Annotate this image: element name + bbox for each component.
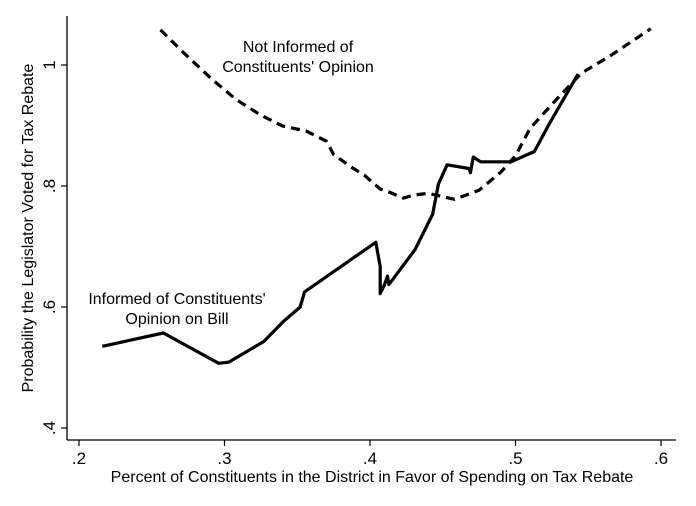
y-tick-label: 1	[40, 60, 59, 69]
x-tick-label: .2	[72, 449, 86, 468]
annotation-informed-line-1: Informed of Constituents'	[88, 291, 265, 308]
x-tick-label: .4	[363, 449, 377, 468]
y-tick-label: .6	[40, 300, 59, 314]
y-tick-label: .4	[40, 421, 59, 435]
x-tick-label: .3	[217, 449, 231, 468]
annotation-not-informed-line-2: Constituents' Opinion	[222, 59, 374, 76]
annotation-informed-line-2: Opinion on Bill	[125, 311, 228, 328]
y-tick-label: .8	[40, 179, 59, 193]
x-axis-ticks: .2 .3 .4 .5 .6	[72, 440, 668, 468]
x-tick-label: .5	[508, 449, 522, 468]
y-axis-ticks: .4 .6 .8 1	[40, 60, 67, 435]
y-axis-label: Probability the Legislator Voted for Tax…	[20, 64, 37, 393]
not-informed-series-line	[159, 27, 652, 201]
x-axis-label: Percent of Constituents in the District …	[111, 469, 634, 486]
annotation-not-informed-line-1: Not Informed of	[243, 39, 354, 56]
x-tick-label: .6	[654, 449, 668, 468]
informed-series-line	[101, 73, 580, 365]
